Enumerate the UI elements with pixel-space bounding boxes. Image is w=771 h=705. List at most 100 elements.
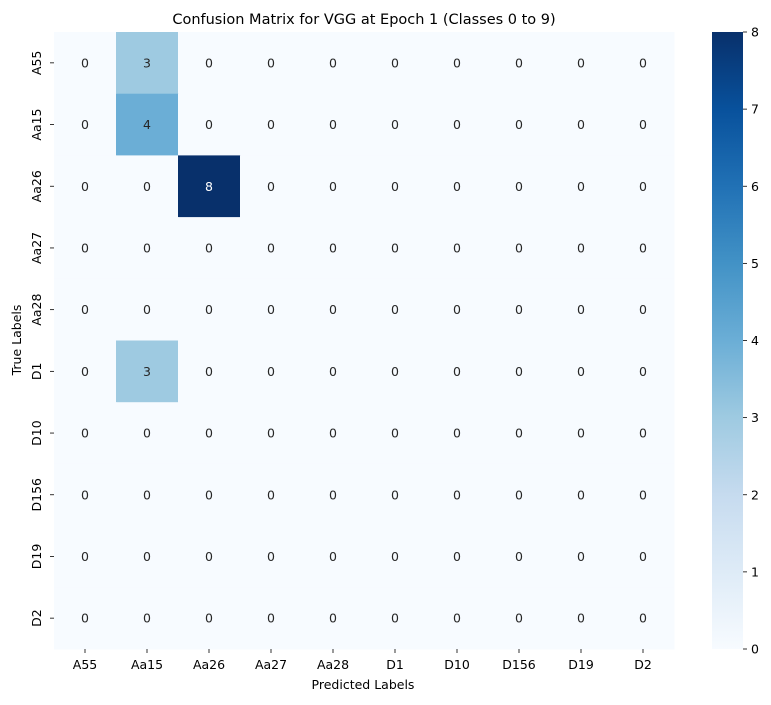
x-tick-label: D10: [444, 657, 470, 672]
y-tick-label: Aa15: [29, 108, 44, 140]
heatmap-cell: [54, 217, 117, 280]
heatmap-cell: [426, 463, 489, 527]
cell-value-label: 0: [577, 55, 585, 70]
cell-value-label: 0: [577, 364, 585, 379]
cell-value-label: 0: [515, 487, 523, 502]
heatmap-cell: [488, 340, 551, 403]
heatmap-cell: [178, 278, 241, 341]
cell-value-label: 0: [267, 487, 275, 502]
cell-value-label: 0: [391, 426, 399, 441]
cell-value-label: 0: [453, 302, 461, 317]
x-tick-label: Aa27: [255, 657, 287, 672]
cell-value-label: 0: [453, 487, 461, 502]
cell-value-label: 0: [329, 240, 337, 255]
cell-value-label: 0: [143, 179, 151, 194]
chart-title: Confusion Matrix for VGG at Epoch 1 (Cla…: [172, 12, 555, 28]
cell-value-label: 0: [143, 240, 151, 255]
colorbar-tick-label: 4: [751, 333, 759, 348]
heatmap-cell: [364, 463, 427, 527]
cell-value-label: 0: [515, 364, 523, 379]
y-tick-label: A55: [29, 51, 44, 75]
cell-value-label: 0: [639, 549, 647, 564]
heatmap-cell: [550, 525, 613, 588]
heatmap-cell: [488, 278, 551, 341]
cell-value-label: 0: [143, 487, 151, 502]
cell-value-label: 0: [205, 55, 213, 70]
cell-value-label: 0: [205, 364, 213, 379]
heatmap-cell: [240, 32, 303, 95]
cell-value-label: 0: [329, 549, 337, 564]
cell-value-label: 0: [329, 487, 337, 502]
x-tick-label: Aa26: [193, 657, 225, 672]
cell-value-label: 0: [639, 117, 647, 132]
cell-value-label: 0: [267, 426, 275, 441]
cell-value-label: 0: [205, 549, 213, 564]
heatmap-cell: [364, 32, 427, 95]
x-tick-label: D19: [568, 657, 594, 672]
heatmap-cell: [488, 587, 551, 650]
cell-value-label: 0: [143, 611, 151, 626]
cell-value-label: 0: [267, 364, 275, 379]
heatmap-cell: [488, 32, 551, 95]
colorbar-tick-label: 0: [751, 642, 759, 657]
x-axis-ticks: A55 Aa15 Aa26 Aa27 Aa28 D1 D10 D156 D19 D2: [73, 649, 652, 672]
cell-value-label: 0: [577, 117, 585, 132]
heatmap-cell: [302, 340, 365, 403]
heatmap-cell: [240, 93, 303, 156]
cell-value-label: 0: [205, 117, 213, 132]
heatmap-cell: [550, 340, 613, 403]
colorbar-tick-label: 7: [751, 102, 759, 117]
heatmap-cell: [612, 278, 675, 341]
cell-value-label: 0: [639, 364, 647, 379]
heatmap-cell: [116, 402, 179, 465]
colorbar-tick-label: 3: [751, 410, 759, 425]
colorbar-tick-label: 6: [751, 179, 759, 194]
cell-value-label: 0: [81, 302, 89, 317]
heatmap-cell: [240, 587, 303, 650]
y-tick-label: D19: [29, 544, 44, 570]
heatmap-cell: [612, 525, 675, 588]
heatmap-cell: [612, 32, 675, 95]
heatmap-cell: [364, 155, 427, 218]
cell-value-label: 0: [453, 117, 461, 132]
cell-value-label: 0: [639, 302, 647, 317]
cell-value-labels: 0 3 0 0 0 0 0 0 0 0 0 4 0 0 0 0 0 0 0 0 0 0 8 0 0 0 0 0 0 0 0 0 0 0 0 0 0 0 0 0…: [81, 55, 647, 625]
cell-value-label: 0: [81, 611, 89, 626]
cell-value-label: 4: [143, 117, 151, 132]
y-tick-label: D156: [29, 478, 44, 512]
cell-value-label: 0: [391, 364, 399, 379]
heatmap-cell: [54, 340, 117, 403]
x-tick-label: D2: [634, 657, 652, 672]
heatmap-cell: [426, 93, 489, 156]
colorbar: [712, 32, 743, 649]
heatmap-cell: [364, 217, 427, 280]
heatmap-cell: [302, 463, 365, 527]
cell-value-label: 0: [329, 55, 337, 70]
y-tick-label: Aa26: [29, 170, 44, 202]
heatmap-cell: [488, 463, 551, 527]
cell-value-label: 0: [267, 302, 275, 317]
heatmap-cell: [178, 340, 241, 403]
cell-value-label: 3: [143, 55, 151, 70]
heatmap-cell: [178, 587, 241, 650]
cell-value-label: 0: [143, 302, 151, 317]
heatmap-cell: [302, 525, 365, 588]
cell-value-label: 0: [81, 117, 89, 132]
cell-value-label: 0: [639, 240, 647, 255]
heatmap-cell: [612, 587, 675, 650]
colorbar-tick-label: 8: [751, 25, 759, 40]
cell-value-label: 0: [205, 487, 213, 502]
cell-value-label: 8: [205, 179, 213, 194]
cell-value-label: 0: [453, 55, 461, 70]
cell-value-label: 0: [81, 179, 89, 194]
cell-value-label: 0: [577, 611, 585, 626]
cell-value-label: 0: [267, 611, 275, 626]
heatmap-cell: [488, 155, 551, 218]
cell-value-label: 0: [391, 117, 399, 132]
heatmap-cell: [550, 402, 613, 465]
heatmap-cell: [178, 155, 241, 218]
cell-value-label: 0: [577, 179, 585, 194]
heatmap-cell: [302, 278, 365, 341]
heatmap-cell: [116, 587, 179, 650]
